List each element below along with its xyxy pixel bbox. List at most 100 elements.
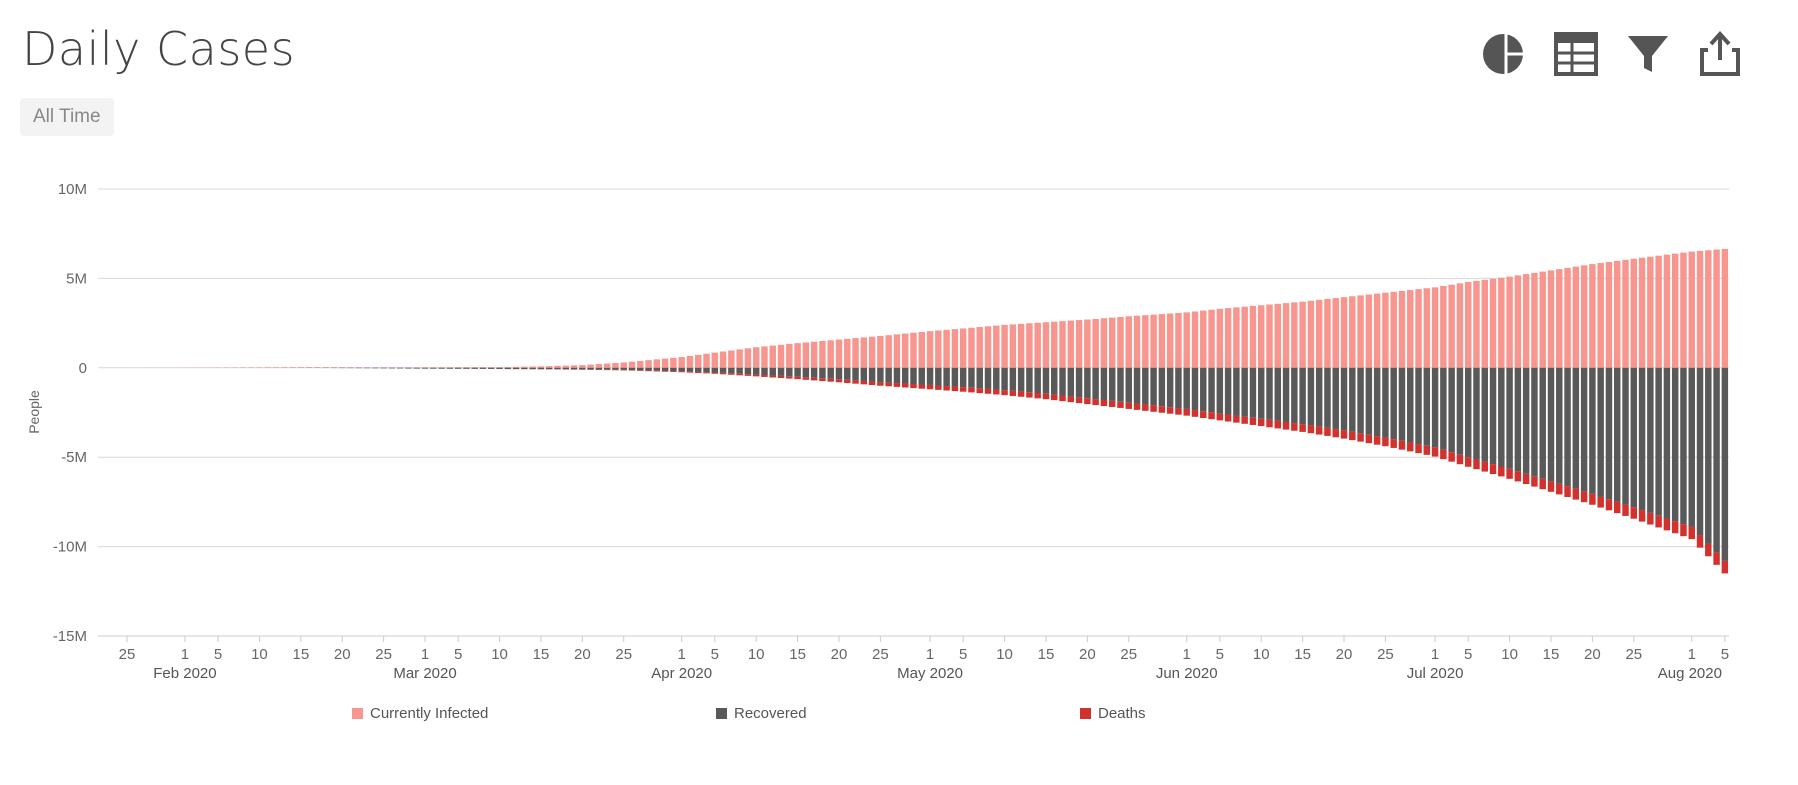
bar-currently-infected [1398, 290, 1406, 368]
bar-deaths [695, 371, 702, 374]
export-button[interactable] [1694, 28, 1746, 80]
bar-deaths [719, 372, 727, 375]
bar-currently-infected [1315, 299, 1323, 368]
bar-recovered [446, 367, 454, 369]
x-tick-label: 1 [181, 646, 189, 663]
bar-currently-infected [1166, 313, 1174, 368]
bar-currently-infected [1332, 298, 1339, 368]
legend-item-currently-infected[interactable]: Currently Infected [352, 705, 488, 722]
bar-currently-infected [1671, 253, 1679, 368]
x-tick-label: 15 [533, 646, 550, 663]
bar-deaths [1614, 501, 1621, 514]
bar-deaths [661, 370, 669, 372]
bar-currently-infected [1059, 321, 1066, 368]
bar-deaths [893, 383, 901, 387]
bar-currently-infected [305, 367, 313, 368]
bar-currently-infected [579, 365, 586, 368]
chart-legend: Currently Infected Recovered Deaths [0, 705, 1798, 729]
bar-deaths [959, 387, 967, 392]
bar-deaths [1489, 464, 1497, 475]
bar-deaths [926, 384, 934, 390]
bar-currently-infected [1108, 317, 1116, 368]
bar-recovered [1191, 367, 1199, 411]
bar-recovered [1589, 367, 1596, 494]
bar-recovered [637, 367, 644, 371]
bar-currently-infected [1075, 320, 1083, 368]
bar-currently-infected [1291, 302, 1298, 368]
x-tick-label: 5 [1721, 646, 1729, 663]
table-view-button[interactable] [1550, 28, 1602, 80]
legend-item-recovered[interactable]: Recovered [716, 705, 807, 722]
bar-currently-infected [330, 367, 338, 368]
bar-deaths [1059, 395, 1066, 402]
bar-currently-infected [728, 350, 735, 368]
bar-currently-infected [1183, 312, 1190, 368]
bar-deaths [1597, 496, 1604, 508]
chart-type-button[interactable] [1478, 28, 1530, 80]
bar-recovered [1249, 367, 1257, 418]
bar-currently-infected [272, 367, 280, 368]
bar-currently-infected [570, 365, 578, 368]
x-tick-label: 20 [1079, 646, 1096, 663]
bar-deaths [1349, 431, 1356, 441]
bar-currently-infected [1142, 315, 1149, 368]
bar-recovered [1332, 367, 1339, 430]
bar-currently-infected [488, 367, 495, 368]
bar-recovered [1299, 367, 1306, 425]
x-tick-label: 20 [334, 646, 351, 663]
x-tick-label: 1 [1688, 646, 1696, 663]
bar-deaths [1150, 405, 1157, 412]
bar-deaths [1680, 524, 1687, 537]
bar-currently-infected [1622, 259, 1629, 368]
bar-deaths [744, 374, 752, 376]
bar-currently-infected [355, 367, 363, 368]
y-tick-label: 5M [66, 270, 87, 287]
bar-currently-infected [322, 367, 329, 368]
bar-currently-infected [405, 367, 412, 368]
bar-recovered [943, 367, 950, 387]
bar-currently-infected [1257, 305, 1265, 368]
bar-recovered [1489, 367, 1497, 465]
share-icon [1700, 31, 1740, 76]
bar-currently-infected [1423, 288, 1431, 368]
bar-currently-infected [413, 367, 420, 368]
bar-deaths [1017, 391, 1025, 397]
bar-currently-infected [1547, 270, 1555, 368]
x-month-label: May 2020 [897, 665, 963, 682]
legend-swatch [352, 708, 363, 719]
bar-currently-infected [1580, 265, 1588, 368]
bar-deaths [678, 371, 685, 373]
bar-currently-infected [744, 348, 752, 368]
bar-currently-infected [396, 367, 404, 368]
bar-recovered [670, 367, 677, 372]
bar-currently-infected [1407, 290, 1414, 368]
bar-currently-infected [1133, 315, 1141, 368]
y-axis-title: People [26, 390, 42, 434]
bar-recovered [769, 367, 776, 376]
bar-recovered [1373, 367, 1381, 437]
bar-deaths [1092, 399, 1099, 406]
time-range-selector[interactable]: All Time [20, 98, 114, 136]
bar-deaths [1622, 504, 1629, 516]
bar-currently-infected [1572, 266, 1580, 368]
x-tick-label: 25 [1377, 646, 1394, 663]
bar-currently-infected [1216, 308, 1224, 368]
bar-currently-infected [620, 362, 627, 368]
bar-currently-infected [264, 367, 271, 368]
bar-deaths [1456, 454, 1464, 465]
bar-deaths [1423, 445, 1431, 455]
bar-currently-infected [827, 340, 834, 368]
bar-currently-infected [1266, 304, 1273, 368]
bar-recovered [984, 367, 992, 389]
bar-currently-infected [612, 362, 619, 368]
x-tick-label: 1 [678, 646, 686, 663]
bar-deaths [1506, 468, 1513, 479]
bar-currently-infected [1481, 279, 1488, 368]
bar-currently-infected [1448, 284, 1455, 368]
bar-recovered [1407, 367, 1414, 443]
bar-deaths [852, 380, 859, 384]
filter-button[interactable] [1622, 28, 1674, 80]
legend-item-deaths[interactable]: Deaths [1080, 705, 1146, 722]
bar-currently-infected [281, 367, 288, 368]
bar-deaths [794, 376, 801, 380]
